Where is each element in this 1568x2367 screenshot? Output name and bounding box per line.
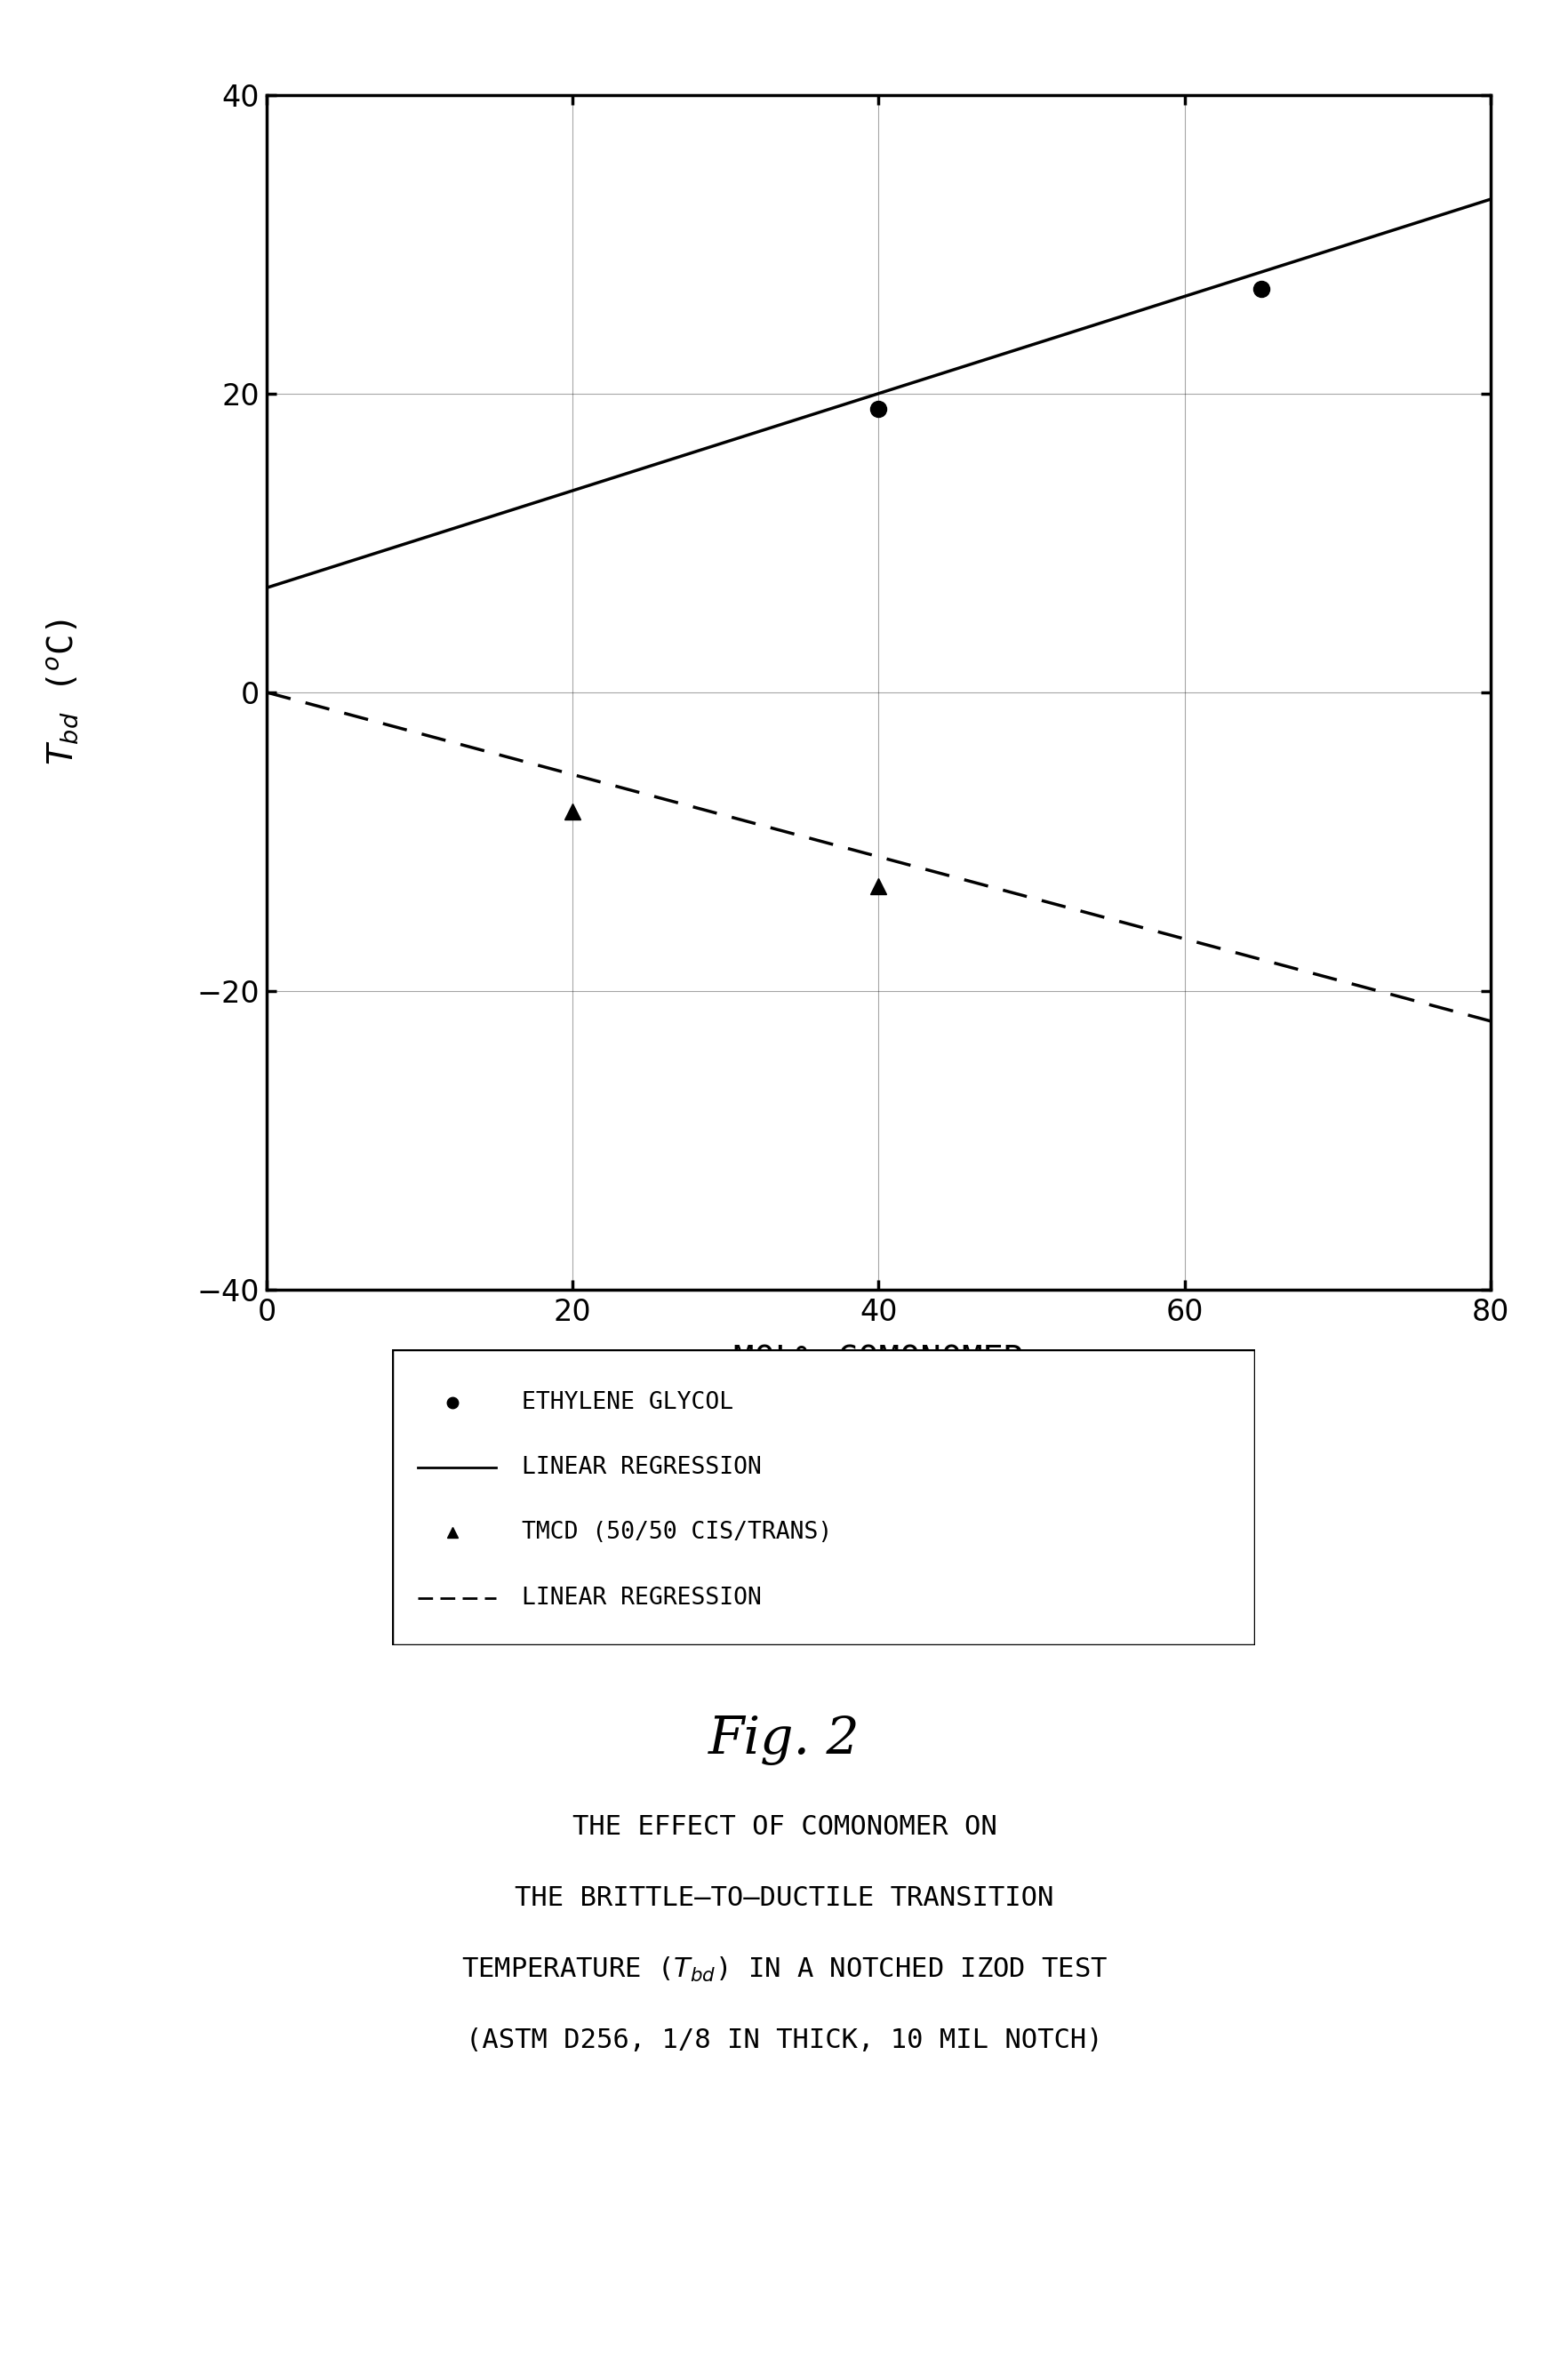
Text: THE BRITTLE–TO–DUCTILE TRANSITION: THE BRITTLE–TO–DUCTILE TRANSITION [514, 1886, 1054, 1910]
Text: ETHYLENE GLYCOL: ETHYLENE GLYCOL [521, 1392, 732, 1413]
Text: Fig. 2: Fig. 2 [709, 1714, 859, 1766]
Text: LINEAR REGRESSION: LINEAR REGRESSION [521, 1456, 760, 1479]
Text: LINEAR REGRESSION: LINEAR REGRESSION [521, 1586, 760, 1610]
Text: $T_{bd}$ ($^o$C): $T_{bd}$ ($^o$C) [45, 620, 80, 765]
X-axis label: MOL% COMONOMER: MOL% COMONOMER [732, 1344, 1024, 1378]
Text: TEMPERATURE ($T_{bd}$) IN A NOTCHED IZOD TEST: TEMPERATURE ($T_{bd}$) IN A NOTCHED IZOD… [461, 1955, 1107, 1984]
Text: THE EFFECT OF COMONOMER ON: THE EFFECT OF COMONOMER ON [572, 1815, 996, 1839]
Text: (ASTM D256, 1/8 IN THICK, 10 MIL NOTCH): (ASTM D256, 1/8 IN THICK, 10 MIL NOTCH) [466, 2029, 1102, 2052]
Text: TMCD (50/50 CIS/TRANS): TMCD (50/50 CIS/TRANS) [521, 1522, 831, 1543]
